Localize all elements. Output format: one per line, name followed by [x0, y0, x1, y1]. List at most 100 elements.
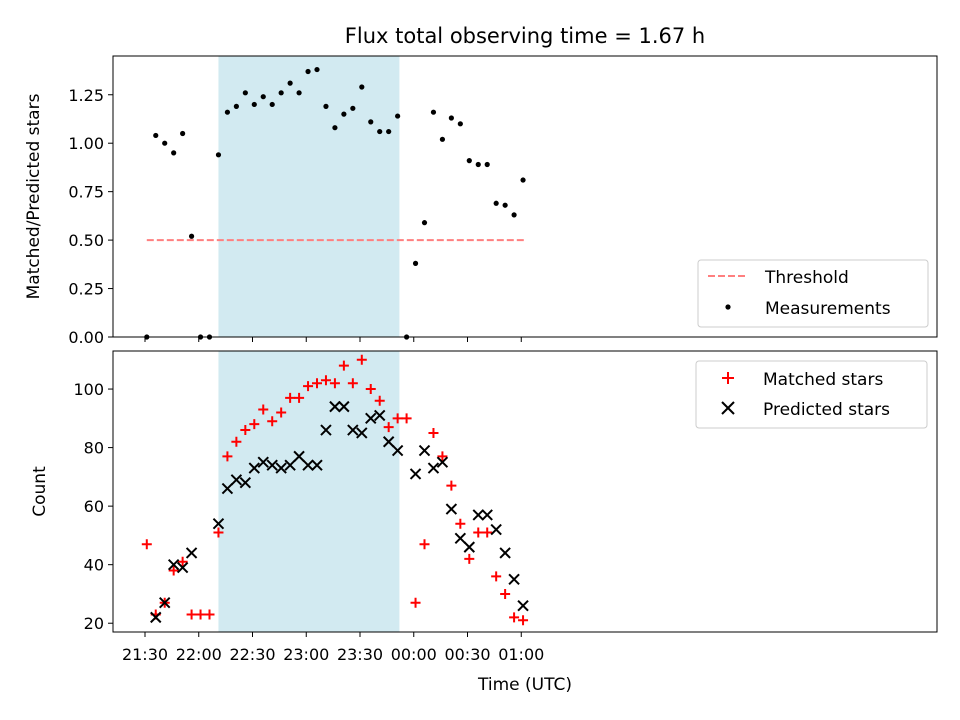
predicted-stars-point — [150, 611, 162, 624]
measurements-legend-swatch — [725, 304, 731, 310]
measurement-point — [386, 128, 392, 135]
predicted-stars-point — [239, 477, 252, 489]
matched-stars-point — [141, 539, 152, 550]
measurement-point — [421, 220, 428, 226]
chart-title: Flux total observing time = 1.67 h — [345, 24, 705, 48]
matched-stars-point — [294, 392, 305, 403]
matched-stars-point — [338, 360, 349, 371]
predicted-stars-point — [418, 444, 431, 457]
x-tick-label: 00:00 — [391, 645, 437, 664]
measurement-point — [305, 68, 311, 75]
measurement-point — [439, 136, 446, 142]
matched-stars-point — [509, 612, 520, 623]
threshold-legend-label: Threshold — [764, 268, 849, 288]
matched-stars-point — [177, 556, 188, 567]
predicted-stars-point — [347, 424, 359, 436]
predicted-stars-point — [275, 462, 287, 474]
predicted-stars-point — [481, 509, 493, 521]
measurement-point — [251, 101, 257, 108]
matched-stars-point — [240, 425, 251, 436]
predicted-stars-point — [302, 459, 314, 471]
x-tick-label: 23:00 — [283, 645, 329, 664]
top-legend-box — [697, 259, 929, 328]
top-panel-background — [218, 56, 400, 337]
measurement-point — [457, 121, 463, 127]
bottom-y-tick-label: 80 — [84, 439, 104, 458]
matched-stars-point — [500, 588, 511, 599]
matched-stars-point — [482, 527, 493, 538]
top-x-ticks — [144, 337, 522, 342]
matched-stars-point — [320, 375, 331, 386]
matched-stars-point — [446, 480, 457, 491]
predicted-stars-point — [248, 462, 261, 474]
matched-stars-point — [401, 413, 412, 424]
measurement-point — [260, 94, 266, 100]
bottom-panel: 20 40 60 80 100 21:30 22:00 22:30 23:00 23:30 00:… — [30, 350, 938, 695]
predicted-stars-legend-swatch — [721, 401, 735, 415]
bottom-panel-frame — [112, 350, 938, 633]
predicted-stars-point — [167, 558, 180, 571]
predicted-stars-point — [293, 450, 305, 463]
x-tick-label: 22:00 — [176, 645, 222, 664]
predicted-stars-point — [472, 509, 484, 521]
predicted-stars-point — [490, 523, 502, 536]
measurement-point — [224, 109, 231, 115]
measurement-point — [359, 84, 365, 90]
measurements-legend-label: Measurements — [765, 299, 891, 319]
matched-stars-point — [312, 378, 323, 389]
predicted-stars-point — [329, 400, 341, 413]
matched-stars-point — [464, 553, 475, 564]
measurement-point — [412, 260, 419, 266]
bottom-y-tick-label: 60 — [84, 497, 104, 516]
matched-stars-point — [455, 518, 466, 529]
measurement-point — [368, 119, 374, 125]
bottom-y-tick-label: 40 — [84, 556, 104, 575]
bottom-y-tick-label: 20 — [84, 614, 104, 633]
bottom-legend-box — [695, 360, 928, 429]
measurement-point — [287, 80, 293, 86]
predicted-stars-point — [499, 547, 511, 559]
bottom-y-axis: 20 40 60 80 100 — [73, 380, 113, 633]
matched-stars-point — [329, 378, 340, 389]
measurement-point — [296, 90, 302, 96]
measurement-point — [278, 90, 284, 96]
matched-stars-point — [365, 384, 376, 395]
predicted-stars-point — [266, 459, 278, 471]
measurement-point — [215, 152, 222, 158]
top-y-tick-label: 0.00 — [68, 328, 104, 347]
matched-stars-point — [267, 416, 278, 427]
measurement-point — [448, 115, 454, 121]
top-y-tick-label: 1.00 — [68, 134, 104, 153]
predicted-stars-point — [221, 482, 234, 495]
matched-stars-point — [204, 609, 215, 620]
matched-stars-point — [437, 451, 448, 462]
measurement-point — [188, 233, 195, 239]
predicted-stars-point — [445, 503, 458, 515]
measurement-point — [233, 103, 239, 109]
predicted-stars-point — [212, 517, 225, 530]
matched-stars-point — [428, 427, 439, 438]
predicted-stars-point — [257, 456, 269, 468]
predicted-stars-point — [185, 547, 198, 559]
matched-stars-point — [347, 378, 358, 389]
predicted-stars-point — [338, 400, 350, 413]
matched-stars-point — [186, 609, 197, 620]
bottom-panel-background — [218, 351, 400, 632]
matched-stars-point — [473, 527, 484, 538]
predicted-stars-point — [517, 599, 529, 612]
measurement-point — [377, 128, 383, 135]
matched-stars-point — [374, 395, 385, 406]
measurement-point — [269, 101, 275, 108]
matched-stars-point — [303, 381, 314, 392]
measurement-point — [162, 140, 168, 146]
matched-stars-point — [383, 422, 394, 433]
matched-stars-point — [356, 354, 367, 365]
matched-stars-point — [491, 571, 502, 582]
measurement-point — [520, 177, 526, 183]
predicted-stars-point — [436, 456, 449, 468]
bottom-legend: Matched stars Predicted stars — [695, 360, 928, 429]
matched-stars-legend-label: Matched stars — [763, 370, 883, 390]
measurement-point — [153, 132, 159, 139]
predicted-stars-point — [409, 468, 422, 480]
